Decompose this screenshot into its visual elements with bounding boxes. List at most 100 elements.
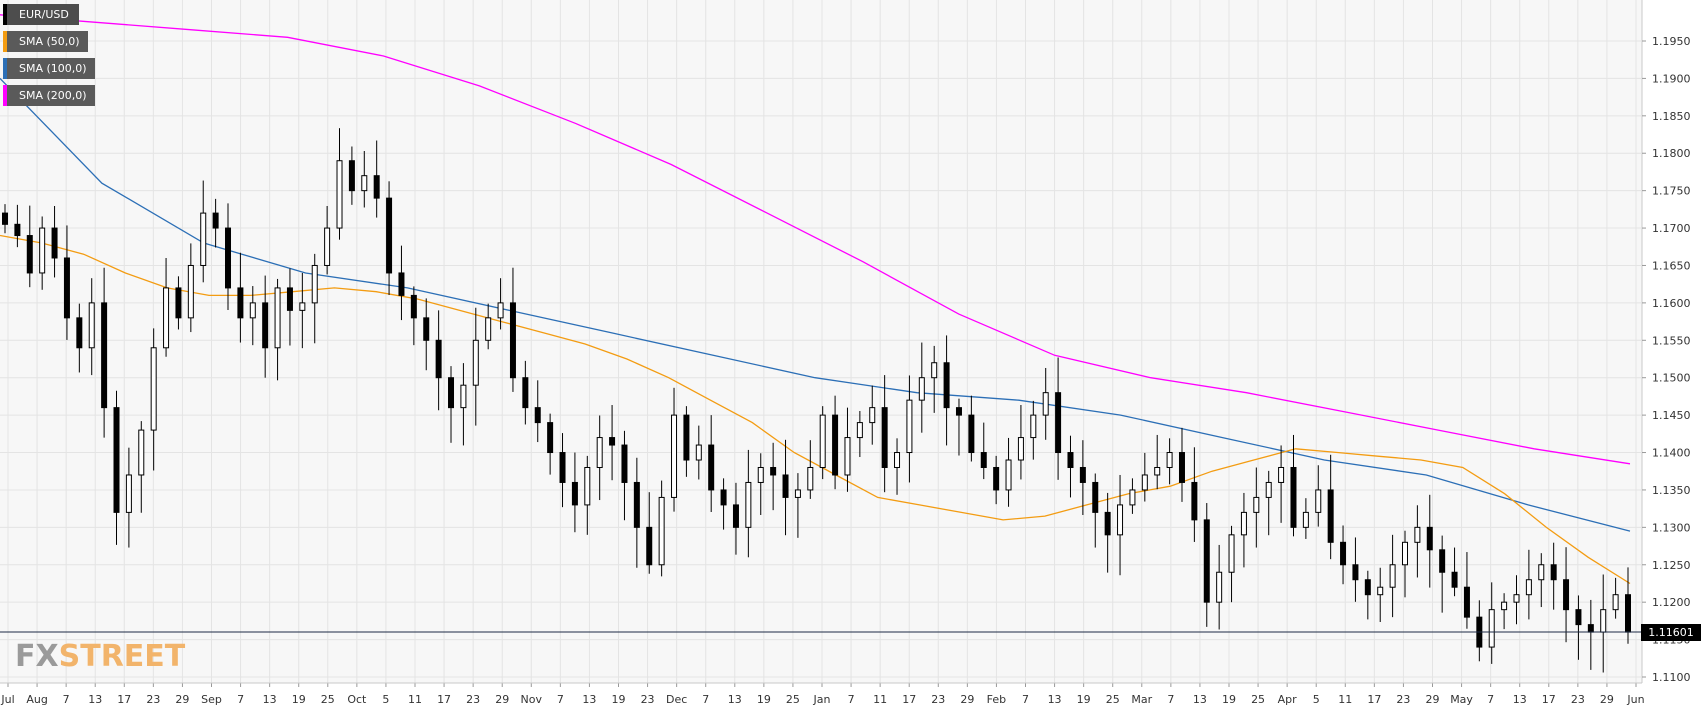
x-tick-label: 25: [786, 693, 800, 706]
legend-symbol[interactable]: EUR/USD: [3, 4, 79, 25]
last-price-tag: 1.11601: [1641, 624, 1701, 642]
x-tick-label: 11: [408, 693, 422, 706]
x-tick-label: 7: [1487, 693, 1494, 706]
candle-up: [249, 302, 256, 319]
candle-up: [324, 227, 331, 266]
x-tick-label: May: [1450, 693, 1473, 706]
x-tick-label: 7: [848, 693, 855, 706]
x-tick-label: Nov: [521, 693, 543, 706]
candle-down: [993, 466, 1000, 491]
legend-sma200[interactable]: SMA (200,0): [3, 85, 95, 106]
candle-down: [881, 407, 888, 468]
candle-down: [683, 414, 690, 461]
x-tick-label: 7: [557, 693, 564, 706]
sma200-line: [0, 14, 1631, 465]
y-axis-panel: [1642, 0, 1707, 712]
candle-down: [708, 444, 715, 491]
x-tick-label: 17: [1542, 693, 1556, 706]
candle-up: [807, 466, 814, 491]
candle-up: [1216, 571, 1223, 603]
x-tick-label: 29: [495, 693, 509, 706]
x-tick-label: Jul: [0, 693, 14, 706]
fxstreet-logo: FXSTREET: [15, 640, 185, 674]
y-tick-label: 1.1800: [1652, 147, 1691, 160]
y-tick-label: 1.1200: [1652, 596, 1691, 609]
x-tick-label: 17: [1367, 693, 1381, 706]
x-tick-label: 25: [321, 693, 335, 706]
candle-down: [1092, 481, 1099, 513]
candle-down: [609, 437, 616, 446]
candle-down: [1575, 609, 1582, 626]
candle-down: [720, 489, 727, 506]
y-tick-label: 1.1450: [1652, 409, 1691, 422]
legend-sma50[interactable]: SMA (50,0): [3, 31, 88, 52]
x-tick-label: 23: [641, 693, 655, 706]
candle-down: [980, 452, 987, 468]
candle-up: [39, 227, 46, 274]
y-tick-label: 1.1100: [1652, 671, 1691, 684]
x-tick-label: 19: [1222, 693, 1236, 706]
candle-down: [1550, 564, 1557, 581]
y-tick-label: 1.1750: [1652, 185, 1691, 198]
x-tick-label: Aug: [26, 693, 47, 706]
y-tick-label: 1.1250: [1652, 559, 1691, 572]
candle-up: [1141, 474, 1148, 491]
candle-up: [1228, 534, 1235, 573]
x-tick-label: 19: [757, 693, 771, 706]
candle-up: [869, 407, 876, 424]
candle-down: [1203, 519, 1210, 603]
candle-down: [559, 452, 566, 483]
candle-up: [1265, 481, 1272, 498]
candle-down: [1426, 526, 1433, 551]
x-tick-label: 13: [728, 693, 742, 706]
candle-up: [299, 302, 306, 311]
candle-up: [1154, 466, 1161, 476]
candle-up: [1488, 609, 1495, 648]
x-tick-label: 7: [1167, 693, 1174, 706]
x-tick-label: 13: [582, 693, 596, 706]
candle-down: [1191, 481, 1198, 521]
candle-up: [1612, 594, 1619, 611]
x-tick-label: 29: [175, 693, 189, 706]
candle-down: [832, 414, 839, 476]
y-tick-label: 1.1600: [1652, 297, 1691, 310]
candle-down: [435, 339, 442, 379]
candle-down: [1463, 586, 1470, 618]
candle-up: [596, 437, 603, 468]
candle-up: [584, 466, 591, 506]
x-tick-label: 11: [1338, 693, 1352, 706]
x-tick-label: 5: [1313, 693, 1320, 706]
candle-up: [1117, 504, 1124, 536]
sma50-line: [0, 234, 1631, 585]
x-tick-label: 13: [1513, 693, 1527, 706]
candle-down: [943, 362, 950, 409]
candle-down: [410, 294, 417, 319]
candle-down: [26, 235, 33, 274]
x-tick-label: 13: [263, 693, 277, 706]
candle-down: [2, 212, 8, 225]
candle-down: [1327, 489, 1334, 543]
candle-down: [770, 466, 777, 476]
candle-down: [386, 197, 393, 274]
x-tick-label: 11: [873, 693, 887, 706]
candle-down: [212, 212, 219, 229]
candle-up: [1513, 594, 1520, 603]
candle-up: [931, 362, 938, 379]
y-tick-label: 1.1300: [1652, 521, 1691, 534]
candle-up: [125, 474, 132, 513]
candle-up: [274, 287, 281, 349]
plot-area: [0, 0, 1642, 683]
x-tick-label: 19: [292, 693, 306, 706]
candle-up: [200, 212, 207, 266]
candle-up: [311, 264, 318, 304]
x-tick-label: 23: [931, 693, 945, 706]
legend-sma100[interactable]: SMA (100,0): [3, 58, 95, 79]
candle-down: [286, 287, 293, 311]
candle-down: [1625, 594, 1631, 633]
candle-up: [472, 339, 479, 386]
x-tick-label: 29: [1426, 693, 1440, 706]
candle-up: [336, 160, 343, 229]
candle-up: [894, 452, 901, 468]
candle-up: [794, 489, 801, 498]
